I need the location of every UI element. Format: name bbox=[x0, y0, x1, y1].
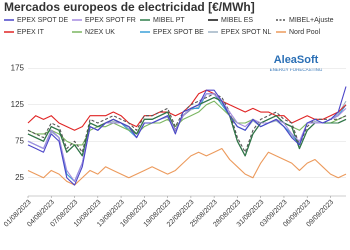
y-tick-label: 125 bbox=[11, 100, 25, 109]
legend-label: EPEX SPOT DE bbox=[17, 17, 69, 24]
legend-label: MIBEL+Ajuste bbox=[289, 17, 334, 24]
legend-label: MIBEL ES bbox=[221, 17, 253, 24]
legend-label: EPEX SPOT BE bbox=[153, 29, 204, 36]
legend-label: EPEX IT bbox=[17, 29, 45, 36]
logo-name: AleaSoft bbox=[274, 54, 319, 66]
series-line bbox=[27, 93, 347, 153]
series-line bbox=[27, 86, 347, 186]
y-tick-label: 25 bbox=[15, 173, 24, 182]
series-line bbox=[27, 93, 347, 182]
legend-label: MIBEL PT bbox=[153, 17, 185, 24]
y-tick-label: 175 bbox=[11, 63, 25, 72]
legend-label: EPEX SPOT NL bbox=[221, 29, 272, 36]
logo-tagline: ENERGY FORECASTING bbox=[270, 67, 323, 72]
legend-label: EPEX SPOT FR bbox=[85, 17, 136, 24]
series-line bbox=[27, 93, 347, 182]
legend-label: N2EX UK bbox=[85, 29, 115, 36]
y-tick-label: 75 bbox=[15, 136, 24, 145]
series-line bbox=[27, 89, 347, 131]
chart-title: Mercados europeos de electricidad [€/MWh… bbox=[4, 0, 255, 14]
series-line bbox=[27, 148, 347, 186]
series-line bbox=[27, 93, 347, 182]
series-line bbox=[27, 96, 347, 157]
legend-label: Nord Pool bbox=[289, 29, 321, 36]
